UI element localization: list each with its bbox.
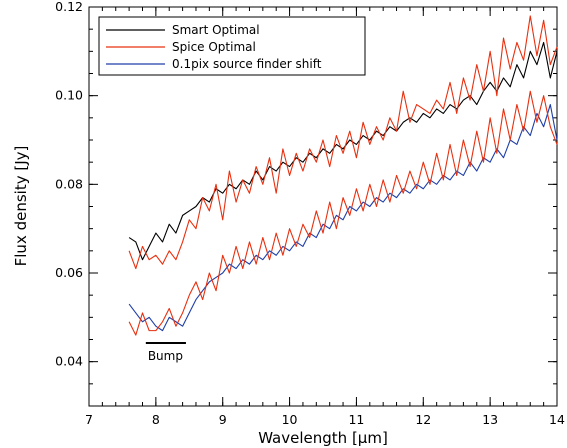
y-tick-label: 0.08 [55, 176, 83, 191]
y-tick-label: 0.06 [55, 265, 83, 280]
y-axis-title: Flux density [Jy] [12, 146, 30, 267]
legend: Smart Optimal Spice Optimal 0.1pix source … [98, 16, 366, 76]
series-lines [128, 15, 558, 336]
series-line-smart-optimal-0 [128, 41, 558, 261]
axis-tick-labels: 7 8 9 10 11 12 13 14 0.04 0.06 0.08 0.10 0.12 [55, 0, 565, 427]
x-tick-label: 7 [85, 412, 93, 427]
legend-label: 0.1pix source finder shift [172, 57, 322, 71]
x-tick-label: 8 [152, 412, 160, 427]
x-tick-label: 14 [549, 412, 565, 427]
y-tick-label: 0.12 [55, 0, 83, 14]
bump-label: Bump [148, 349, 183, 363]
y-tick-label: 0.04 [55, 354, 83, 369]
legend-label: Smart Optimal [172, 23, 260, 37]
x-tick-label: 11 [348, 412, 364, 427]
series-line-0-1pix-source-finder-shift-2 [128, 103, 558, 332]
series-line-spice-optimal-1 [128, 15, 558, 270]
x-tick-label: 13 [482, 412, 498, 427]
x-tick-label: 10 [282, 412, 298, 427]
x-tick-label: 12 [415, 412, 431, 427]
x-axis-title: Wavelength [μm] [258, 429, 388, 447]
legend-box [98, 16, 366, 76]
bump-annotation: Bump [145, 342, 186, 363]
legend-label: Spice Optimal [172, 40, 256, 54]
series-line-spice-optimal-3 [128, 90, 558, 336]
y-tick-label: 0.10 [55, 88, 83, 103]
x-tick-label: 9 [219, 412, 227, 427]
axis-ticks [88, 6, 558, 407]
